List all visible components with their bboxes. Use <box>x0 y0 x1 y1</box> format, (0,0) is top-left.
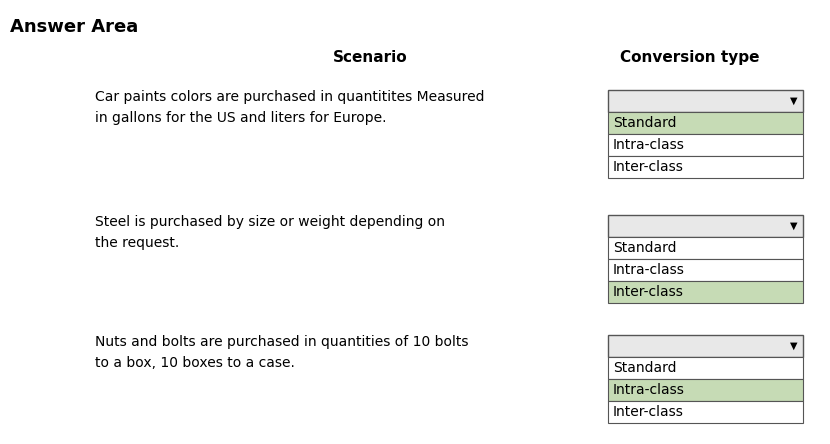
FancyBboxPatch shape <box>608 379 803 401</box>
Text: Inter-class: Inter-class <box>613 285 684 299</box>
Text: Standard: Standard <box>613 361 676 375</box>
Text: Inter-class: Inter-class <box>613 405 684 419</box>
FancyBboxPatch shape <box>608 156 803 178</box>
Text: Standard: Standard <box>613 241 676 255</box>
FancyBboxPatch shape <box>608 357 803 379</box>
Text: ▼: ▼ <box>790 221 798 231</box>
Text: Intra-class: Intra-class <box>613 138 685 152</box>
Text: Standard: Standard <box>613 116 676 130</box>
FancyBboxPatch shape <box>608 90 803 112</box>
FancyBboxPatch shape <box>608 259 803 281</box>
Text: ▼: ▼ <box>790 341 798 351</box>
FancyBboxPatch shape <box>608 335 803 357</box>
Text: Nuts and bolts are purchased in quantities of 10 bolts
to a box, 10 boxes to a c: Nuts and bolts are purchased in quantiti… <box>95 335 468 369</box>
Text: Intra-class: Intra-class <box>613 263 685 277</box>
FancyBboxPatch shape <box>608 112 803 134</box>
FancyBboxPatch shape <box>608 281 803 303</box>
Text: Steel is purchased by size or weight depending on
the request.: Steel is purchased by size or weight dep… <box>95 215 445 250</box>
Text: Intra-class: Intra-class <box>613 383 685 397</box>
FancyBboxPatch shape <box>608 215 803 237</box>
Text: Inter-class: Inter-class <box>613 160 684 174</box>
Text: Answer Area: Answer Area <box>10 18 139 36</box>
Text: Conversion type: Conversion type <box>620 50 759 65</box>
Text: Scenario: Scenario <box>333 50 408 65</box>
FancyBboxPatch shape <box>608 134 803 156</box>
FancyBboxPatch shape <box>608 237 803 259</box>
Text: ▼: ▼ <box>790 96 798 106</box>
Text: Car paints colors are purchased in quantitites Measured
in gallons for the US an: Car paints colors are purchased in quant… <box>95 90 485 125</box>
FancyBboxPatch shape <box>608 401 803 423</box>
